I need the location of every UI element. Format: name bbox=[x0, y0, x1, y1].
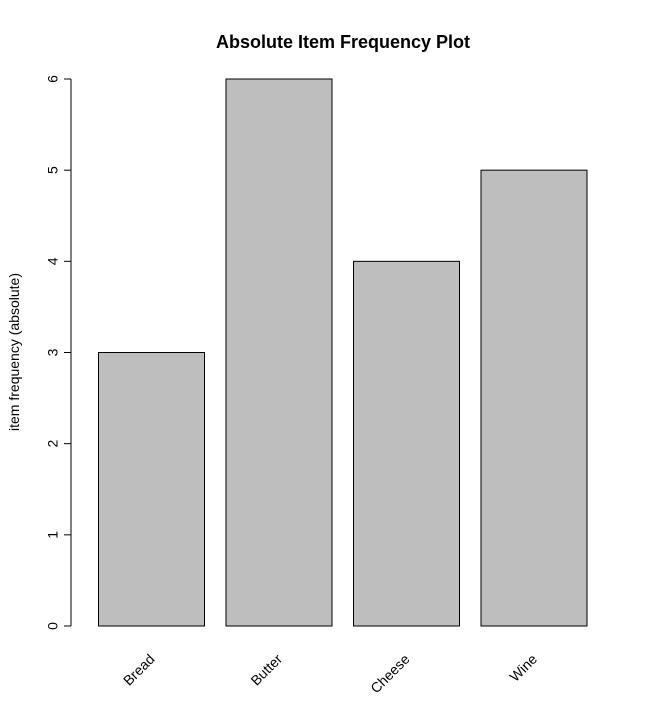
x-tick-label-bread: Bread bbox=[120, 651, 158, 689]
y-tick-label: 5 bbox=[45, 166, 61, 174]
chart-title: Absolute Item Frequency Plot bbox=[216, 32, 470, 52]
y-tick-label: 3 bbox=[45, 348, 61, 356]
bar-bread bbox=[98, 352, 205, 627]
y-tick-label: 1 bbox=[45, 531, 61, 539]
y-tick-label: 2 bbox=[45, 440, 61, 448]
bars bbox=[98, 78, 588, 627]
y-axis-label: item frequency (absolute) bbox=[6, 273, 22, 431]
x-axis-labels: Bread Butter Cheese Wine bbox=[120, 651, 540, 697]
y-tick-label: 4 bbox=[45, 257, 61, 265]
x-tick-label-cheese: Cheese bbox=[367, 651, 413, 697]
bar-butter bbox=[225, 78, 333, 627]
bar-cheese bbox=[353, 260, 460, 627]
y-tick-label: 0 bbox=[45, 622, 61, 630]
x-tick-label-wine: Wine bbox=[506, 651, 540, 685]
y-axis: 0 1 2 3 4 5 6 bbox=[45, 75, 72, 630]
x-tick-label-butter: Butter bbox=[247, 651, 285, 689]
bar-wine bbox=[480, 169, 588, 627]
y-tick-label: 6 bbox=[45, 75, 61, 83]
